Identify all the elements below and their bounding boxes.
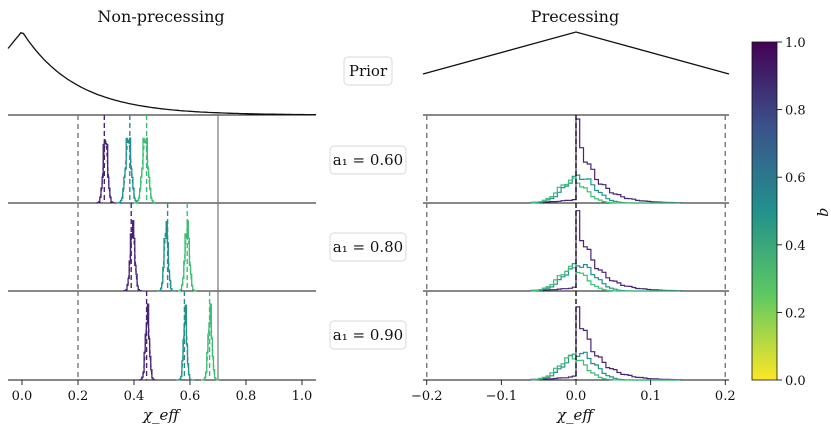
right-hist-q033-row2 [530, 354, 681, 381]
colorbar-tick-label-0: 0.0 [785, 374, 806, 389]
colorbar-tick-label-2: 0.4 [785, 239, 806, 254]
colorbar-tick-label-1: 0.2 [785, 306, 806, 321]
left-column-title: Non-precessing [97, 7, 224, 26]
right-xtick-label-0: −0.2 [411, 389, 443, 404]
left-xtick-label-0: 0.0 [12, 389, 33, 404]
right-xtick-label-4: 0.2 [715, 389, 736, 404]
left-x-axis-label: χ_eff [142, 406, 181, 424]
colorbar-tick-label-3: 0.6 [785, 171, 806, 186]
right-xtick-label-3: 0.1 [640, 389, 661, 404]
left-xtick-label-1: 0.2 [68, 389, 89, 404]
right-xtick-label-2: 0.0 [566, 389, 587, 404]
left-kde-q05-row0 [117, 139, 140, 204]
right-x-axis-label: χ_eff [556, 406, 595, 424]
left-xtick-label-3: 0.6 [180, 389, 201, 404]
row-label-a1-080-text: a₁ = 0.80 [333, 238, 403, 256]
left-kde-q05-row2 [178, 314, 192, 381]
left-hist-q033-row0 [135, 137, 155, 203]
precessing-panel: −0.2 −0.1 0.0 0.1 0.2 [411, 31, 736, 404]
left-kde-q033-row2 [202, 314, 218, 381]
left-hist-q05-row1 [157, 220, 176, 292]
non-precessing-panel: 0.0 0.2 0.4 0.6 0.8 1.0 [7, 32, 316, 404]
right-hist-q033-row1 [530, 265, 681, 292]
colorbar-label: q [816, 207, 831, 217]
left-xtick-label-5: 1.0 [292, 389, 313, 404]
right-hist-q1-row1 [530, 210, 682, 292]
colorbar-tick-label-4: 0.8 [785, 104, 806, 119]
left-hist-q05-row0 [118, 137, 139, 203]
left-prior-curve [7, 32, 316, 116]
right-column-title: Precessing [531, 7, 619, 26]
row-label-prior-text: Prior [349, 62, 388, 80]
row-label-a1-090-text: a₁ = 0.90 [333, 326, 403, 344]
right-hist-q1-row2 [530, 306, 682, 381]
right-xtick-label-1: −0.1 [486, 389, 518, 404]
colorbar [751, 41, 778, 381]
left-xtick-label-4: 0.8 [236, 389, 257, 404]
colorbar-tick-label-5: 1.0 [785, 36, 806, 51]
left-kde-q1-row0 [96, 138, 115, 204]
left-kde-q033-row0 [134, 139, 157, 204]
right-hist-q1-row0 [530, 118, 682, 204]
row-label-a1-090: a₁ = 0.90 [329, 320, 407, 350]
right-hist-q033-row0 [530, 177, 681, 204]
left-kde-q1-row1 [123, 226, 142, 292]
left-kde-q033-row1 [178, 226, 197, 292]
colorbar-ticks: 0.0 0.2 0.4 0.6 0.8 1.0 [777, 36, 806, 389]
row-label-prior: Prior [343, 56, 393, 86]
left-kde-q05-row1 [158, 226, 174, 292]
right-hist-q05-row0 [530, 174, 681, 204]
left-xtick-label-2: 0.4 [124, 389, 145, 404]
row-label-a1-060: a₁ = 0.60 [329, 145, 407, 175]
row-label-a1-080: a₁ = 0.80 [329, 232, 407, 262]
row-label-a1-060-text: a₁ = 0.60 [333, 151, 403, 169]
left-hist-q1-row1 [122, 220, 143, 292]
left-kde-q1-row2 [139, 314, 156, 381]
left-hist-q1-row0 [95, 142, 116, 204]
right-prior-curve [422, 31, 730, 75]
